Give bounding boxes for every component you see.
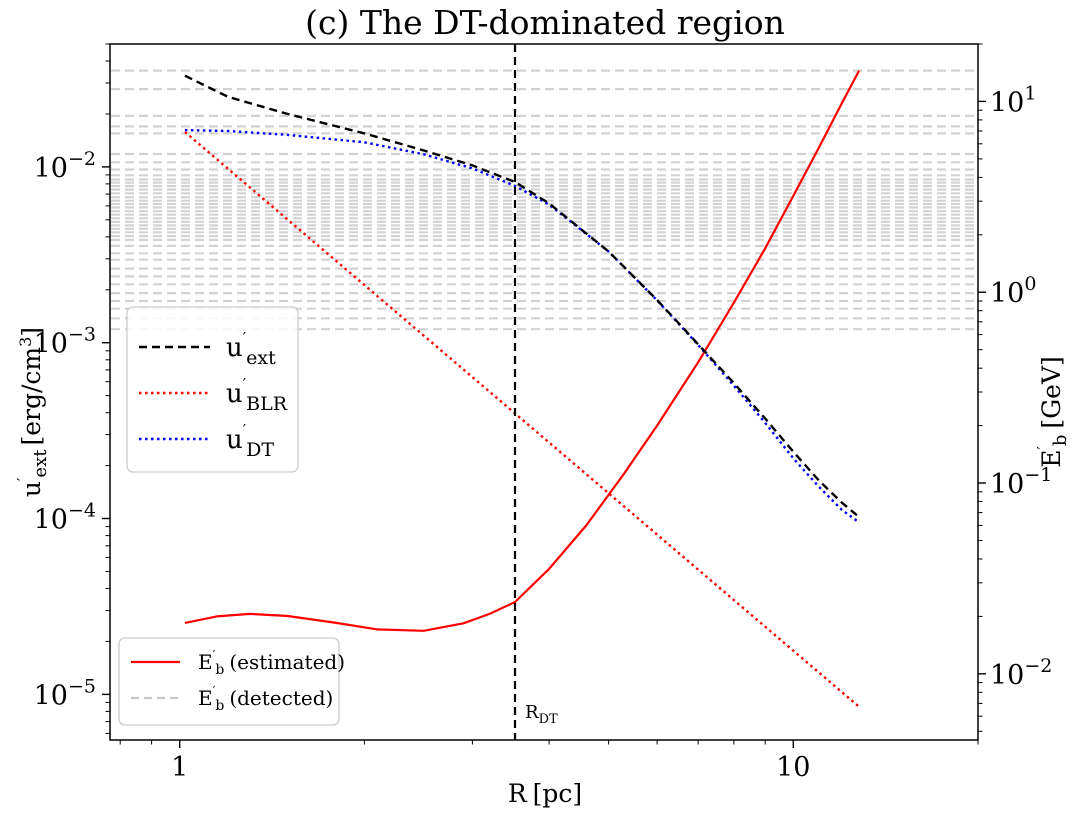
legend-label: E′b (detected) (198, 684, 333, 714)
data-series (184, 70, 861, 708)
legend-label: E′b (estimated) (198, 648, 345, 678)
y-axis-right: 101 100 10−1 10−2 (978, 43, 1052, 732)
x-tick-label: 1 (171, 752, 188, 783)
u-blr-line (184, 131, 860, 708)
y-left-tick-label: 10−4 (34, 500, 96, 536)
x-axis-label: R [pc] (508, 779, 582, 808)
legend-frame (118, 637, 340, 726)
detected-eb-lines (111, 69, 977, 331)
legend-lower: E′b (estimated) E′b (detected) (118, 637, 345, 726)
y-right-tick-label: 101 (990, 82, 1036, 118)
u-ext-line (184, 74, 860, 518)
x-axis: 1 10 (119, 740, 979, 783)
y-axis-right-label: E′b[GeV] (1034, 356, 1071, 468)
legend-label: u′DT (226, 421, 274, 461)
y-left-tick-label: 10−3 (34, 324, 96, 360)
y-left-tick-label: 10−2 (34, 148, 96, 184)
y-right-tick-label: 10−1 (990, 464, 1052, 500)
chart-title: (c) The DT-dominated region (305, 3, 785, 42)
eb-estimated-line (184, 70, 861, 632)
y-axis-left: 10−2 10−3 10−4 10−5 (34, 43, 110, 734)
y-right-tick-label: 10−2 (990, 655, 1052, 691)
legend-label: u′ext (226, 329, 276, 369)
y-right-tick-label: 100 (990, 273, 1036, 309)
r-dt-label: RDT (525, 702, 558, 727)
legend-upper: u′ext u′BLR u′DT (126, 306, 299, 473)
y-axis-left-label: u′ext[erg/cm3] (14, 327, 51, 497)
u-dt-line (184, 128, 860, 524)
legend-frame (126, 306, 299, 473)
y-left-tick-label: 10−5 (34, 675, 96, 711)
x-tick-label: 10 (776, 752, 810, 783)
legend-label: u′BLR (226, 375, 288, 415)
plot-area: RDT (109, 43, 979, 741)
